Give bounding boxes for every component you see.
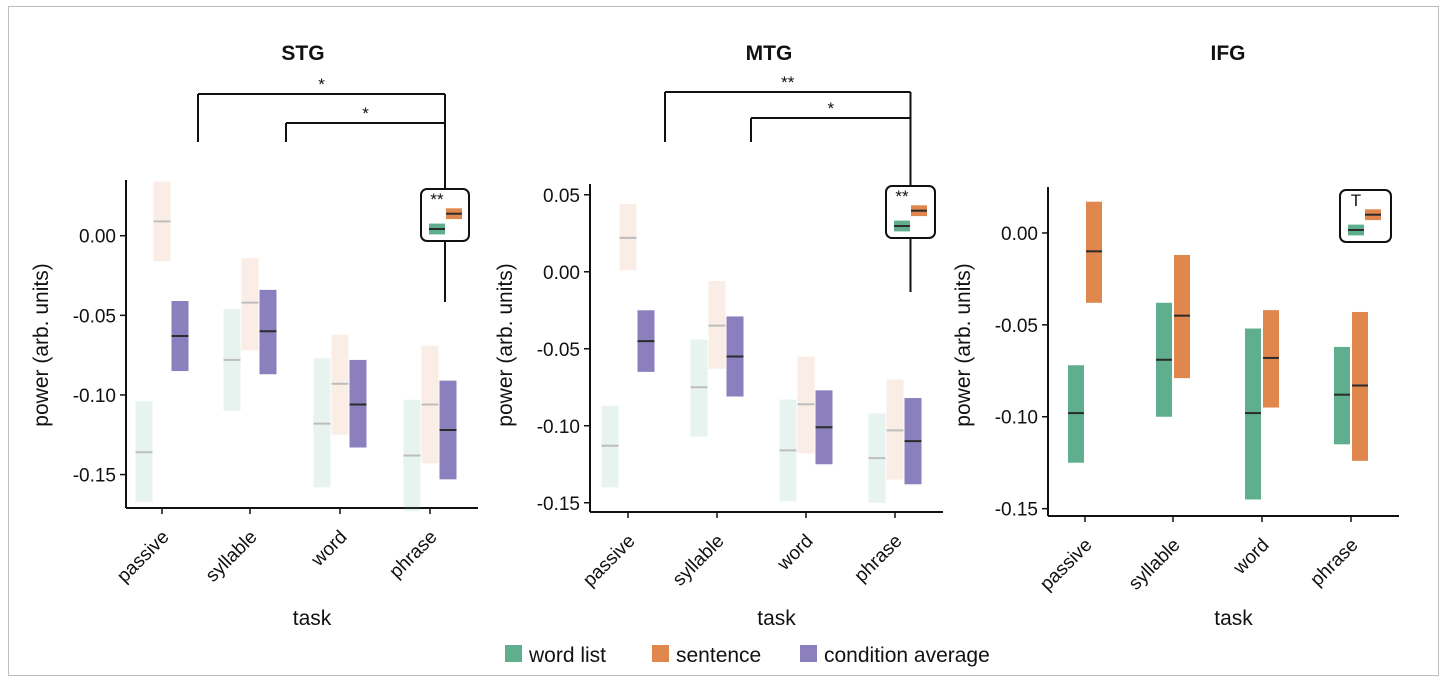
- x-tick-label-syllable: syllable: [1125, 535, 1185, 595]
- y-tick-label: -0.05: [73, 306, 116, 327]
- y-tick-label: 0.05: [543, 186, 580, 207]
- x-tick-label-passive: passive: [1036, 535, 1096, 595]
- x-tick-label-phrase: phrase: [1307, 535, 1363, 591]
- y-tick-label: -0.05: [995, 316, 1038, 337]
- y-tick-label: -0.15: [995, 500, 1038, 521]
- y-axis-title: power (arb. units): [952, 263, 975, 426]
- y-tick-label: -0.10: [537, 417, 580, 438]
- y-tick-label: -0.10: [995, 408, 1038, 429]
- bracket-syllable-label: *: [827, 99, 834, 118]
- x-tick-label-phrase: phrase: [386, 527, 442, 583]
- x-tick-label-word: word: [307, 527, 352, 572]
- x-axis-title: task: [1214, 607, 1253, 630]
- legend-label-sentence: sentence: [676, 644, 761, 667]
- y-tick-label: -0.05: [537, 340, 580, 361]
- x-axis-title: task: [293, 607, 332, 630]
- x-tick-label-passive: passive: [579, 531, 639, 591]
- x-tick-label-syllable: syllable: [202, 527, 262, 587]
- panel-title: STG: [281, 42, 324, 65]
- inset-box: [885, 185, 936, 239]
- panel-stg: STG 0.00 -0.05 -0.10 -0.15 power (arb. units)…: [30, 42, 478, 630]
- panel-ifg: IFG 0.00 -0.05 -0.10 -0.15 power (arb. units)…: [952, 42, 1399, 630]
- x-axis-title: task: [757, 607, 796, 630]
- inset-significance: **: [430, 190, 444, 209]
- panel-title: IFG: [1211, 42, 1246, 65]
- inset-significance: **: [895, 187, 909, 206]
- x-tick-label-syllable: syllable: [669, 531, 729, 591]
- y-tick-label: 0.00: [79, 227, 116, 248]
- y-tick-label: -0.10: [73, 386, 116, 407]
- x-tick-label-word: word: [1229, 535, 1274, 580]
- legend-swatch-sentence: [652, 645, 669, 662]
- bracket-passive-label: *: [318, 75, 325, 94]
- bracket-syllable-label: *: [362, 104, 369, 123]
- y-tick-label: 0.00: [1001, 224, 1038, 245]
- legend-swatch-word-list: [505, 645, 522, 662]
- legend-swatch-condition-average: [800, 645, 817, 662]
- y-tick-label: 0.00: [543, 263, 580, 284]
- inset-significance: T: [1351, 191, 1361, 210]
- panel-mtg: MTG 0.05 0.00 -0.05 -0.10 -0.15 power (arb. un…: [494, 42, 943, 630]
- box-sentence-syllable: [241, 258, 259, 351]
- panel-title: MTG: [746, 42, 793, 65]
- y-axis-title: power (arb. units): [30, 263, 53, 426]
- x-tick-label-phrase: phrase: [851, 531, 907, 587]
- x-tick-label-passive: passive: [113, 527, 173, 587]
- y-tick-label: -0.15: [73, 466, 116, 487]
- legend-label-word-list: word list: [528, 644, 606, 667]
- y-tick-label: -0.15: [537, 494, 580, 515]
- legend: word list sentence condition average: [505, 644, 990, 667]
- y-axis-title: power (arb. units): [494, 263, 517, 426]
- legend-label-condition-average: condition average: [824, 644, 990, 667]
- x-tick-label-word: word: [773, 531, 818, 576]
- bracket-passive-label: **: [781, 73, 795, 92]
